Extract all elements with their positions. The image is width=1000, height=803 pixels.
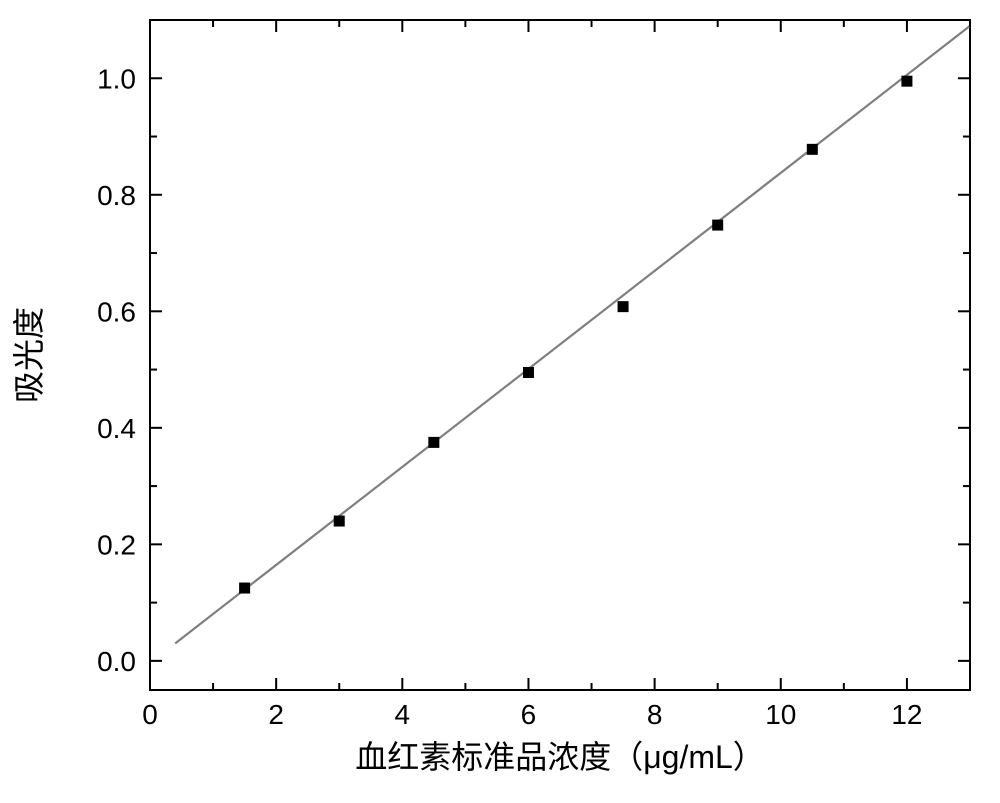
x-tick-label: 8 bbox=[647, 699, 663, 730]
x-axis-label: 血红素标准品浓度（μg/mL） bbox=[355, 739, 765, 775]
x-tick-label: 4 bbox=[395, 699, 411, 730]
y-tick-label: 0.4 bbox=[97, 413, 136, 444]
data-point bbox=[334, 516, 345, 527]
data-point bbox=[712, 220, 723, 231]
data-point bbox=[523, 367, 534, 378]
calibration-chart: 0 2 4 6 8 10 12 0.0 0.2 0.4 0.6 0.8 1.0 血红素标准品浓度（μg/m… bbox=[0, 0, 1000, 803]
x-tick-label: 2 bbox=[268, 699, 284, 730]
data-point bbox=[428, 437, 439, 448]
data-point bbox=[239, 583, 250, 594]
x-tick-label: 12 bbox=[891, 699, 922, 730]
y-tick-label: 0.0 bbox=[97, 646, 136, 677]
y-tick-label: 0.2 bbox=[97, 529, 136, 560]
y-tick-label: 0.8 bbox=[97, 180, 136, 211]
data-point bbox=[618, 301, 629, 312]
y-tick-label: 1.0 bbox=[97, 63, 136, 94]
x-tick-label: 6 bbox=[521, 699, 537, 730]
data-point bbox=[901, 76, 912, 87]
x-tick-label: 10 bbox=[765, 699, 796, 730]
chart-container: 0 2 4 6 8 10 12 0.0 0.2 0.4 0.6 0.8 1.0 血红素标准品浓度（μg/m… bbox=[0, 0, 1000, 803]
x-tick-label: 0 bbox=[142, 699, 158, 730]
y-axis-label: 吸光度 bbox=[11, 307, 47, 403]
data-point bbox=[807, 144, 818, 155]
y-tick-label: 0.6 bbox=[97, 296, 136, 327]
